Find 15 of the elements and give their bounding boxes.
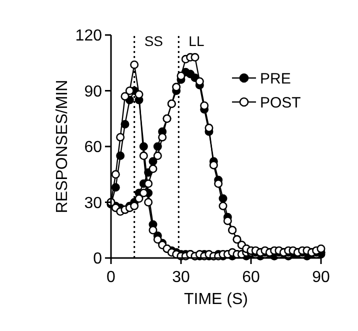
y-axis-title: RESPONSES/MIN [54,80,71,214]
ref-line-label: SS [144,33,164,49]
x-tick-label: 60 [242,269,260,286]
x-tick-label: 90 [312,269,330,286]
ref-line-label: LL [188,33,204,49]
legend-label: POST [260,94,301,112]
y-tick-label: 30 [84,194,102,212]
x-axis-title: TIME (S) [184,291,248,308]
y-tick-label: 90 [84,83,102,100]
x-tick-label: 0 [106,269,116,286]
x-tick-label: 30 [172,269,190,286]
y-tick-label: 120 [75,28,102,45]
y-tick-label: 0 [93,250,102,268]
y-tick-label: 60 [84,139,102,156]
legend-label: PRE [260,70,291,88]
